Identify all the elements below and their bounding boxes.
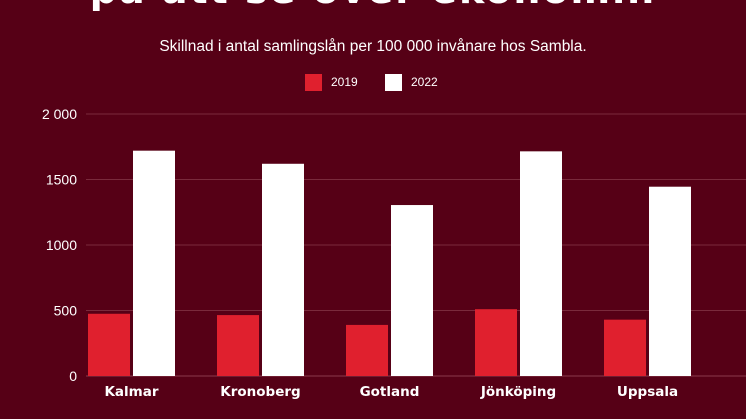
bar-gotland-2022	[391, 205, 433, 376]
y-tick-label-1500: 1500	[46, 172, 77, 188]
x-tick-label-jönköping: Jönköping	[480, 384, 556, 400]
legend-label-2019: 2019	[331, 75, 358, 89]
bar-kalmar-2022	[133, 150, 175, 376]
chart-title: på att se över ekonomin	[0, 0, 746, 12]
y-tick-label-0: 0	[69, 368, 77, 384]
legend-swatch-2022	[385, 73, 402, 91]
x-tick-label-kalmar: Kalmar	[104, 384, 158, 400]
bar-uppsala-2022	[649, 186, 691, 376]
y-tick-label-2000: 2 000	[42, 106, 77, 122]
legend-item-2019: 2019	[305, 72, 358, 92]
bar-jönköping-2019	[475, 309, 517, 376]
legend-swatch-2019	[305, 73, 322, 91]
bar-kronoberg-2022	[262, 163, 304, 376]
bar-kalmar-2019	[88, 313, 130, 376]
bar-kronoberg-2019	[217, 315, 259, 376]
x-tick-label-uppsala: Uppsala	[617, 384, 678, 400]
legend-item-2022: 2022	[385, 72, 438, 92]
bar-gotland-2019	[346, 324, 388, 376]
chart-subtitle: Skillnad i antal samlingslån per 100 000…	[159, 38, 587, 55]
x-tick-label-gotland: Gotland	[360, 384, 420, 400]
y-tick-label-1000: 1000	[46, 237, 77, 253]
legend-label-2022: 2022	[411, 75, 438, 89]
x-tick-label-kronoberg: Kronoberg	[220, 384, 300, 400]
bar-jönköping-2022	[520, 151, 562, 376]
bar-uppsala-2019	[604, 319, 646, 376]
y-tick-label-500: 500	[54, 303, 78, 319]
